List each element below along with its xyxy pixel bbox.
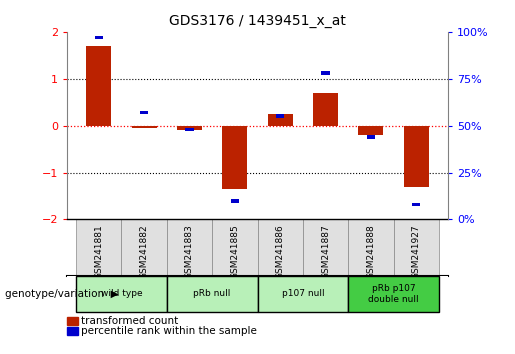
Bar — [321, 71, 330, 75]
Text: GSM241927: GSM241927 — [412, 224, 421, 279]
Bar — [177, 126, 202, 130]
Bar — [276, 114, 284, 118]
Text: GSM241885: GSM241885 — [230, 224, 239, 279]
Bar — [95, 36, 103, 39]
Bar — [86, 46, 111, 126]
Text: GSM241883: GSM241883 — [185, 224, 194, 279]
Bar — [313, 93, 338, 126]
Text: genotype/variation  ▶: genotype/variation ▶ — [5, 289, 119, 299]
Bar — [348, 276, 439, 312]
Bar — [258, 276, 348, 312]
Text: p107 null: p107 null — [282, 289, 324, 298]
Text: percentile rank within the sample: percentile rank within the sample — [81, 326, 258, 336]
Bar — [258, 219, 303, 276]
Title: GDS3176 / 1439451_x_at: GDS3176 / 1439451_x_at — [169, 14, 346, 28]
Bar — [412, 202, 420, 206]
Bar — [185, 127, 194, 131]
Text: GSM241887: GSM241887 — [321, 224, 330, 279]
Bar — [122, 219, 167, 276]
Text: pRb p107
double null: pRb p107 double null — [368, 284, 419, 303]
Bar — [167, 219, 212, 276]
Bar — [358, 126, 383, 135]
Bar — [303, 219, 348, 276]
Bar — [76, 276, 167, 312]
Bar — [268, 114, 293, 126]
Text: pRb null: pRb null — [194, 289, 231, 298]
Text: GSM241888: GSM241888 — [367, 224, 375, 279]
Text: wild type: wild type — [100, 289, 142, 298]
Bar — [167, 276, 258, 312]
Text: GSM241882: GSM241882 — [140, 224, 148, 279]
Text: GSM241881: GSM241881 — [94, 224, 103, 279]
Bar — [404, 126, 429, 187]
Bar — [231, 199, 239, 202]
Text: GSM241886: GSM241886 — [276, 224, 285, 279]
Bar — [367, 135, 375, 139]
Bar — [393, 219, 439, 276]
Bar — [212, 219, 258, 276]
Bar — [140, 111, 148, 114]
Text: transformed count: transformed count — [81, 316, 179, 326]
Bar — [132, 126, 157, 128]
Bar — [76, 219, 122, 276]
Bar — [348, 219, 393, 276]
Bar — [222, 126, 247, 189]
